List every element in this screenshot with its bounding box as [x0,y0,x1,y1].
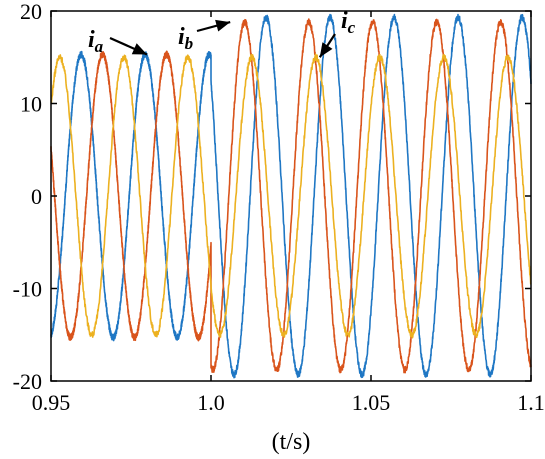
arrow-head-icon [319,42,333,58]
x-axis-label: (t/s) [272,429,311,455]
series-layer [50,13,532,379]
y-tick-label: 0 [31,184,42,209]
annotation-label: ia [88,27,104,56]
series-line-ib [50,18,532,374]
annotations: ia ib ic [88,8,356,58]
series-line-ic [50,53,532,339]
annotation-subscript: c [348,18,356,37]
y-tick-label: 10 [20,92,42,117]
annotation-label: ib [178,24,193,53]
series-line-ia [50,13,532,379]
x-tick-label: 1.05 [352,390,391,415]
annotation-ia: ia [88,27,148,56]
tick-labels: 0.95 1.0 1.05 1.1 -20 -10 0 10 20 [13,0,545,415]
ticks-layer [50,10,532,382]
annotation-subscript: b [185,34,194,53]
y-tick-label: 20 [20,0,42,24]
annotation-ib: ib [178,19,231,53]
x-tick-label: 0.95 [32,390,71,415]
arrow-head-icon [131,43,147,55]
y-tick-label: -20 [13,369,42,394]
annotation-label: ic [341,8,356,37]
annotation-subscript: a [95,37,104,56]
x-tick-label: 1.1 [517,390,545,415]
y-tick-label: -10 [13,277,42,302]
arrow-head-icon [215,19,231,32]
x-tick-label: 1.0 [197,390,225,415]
